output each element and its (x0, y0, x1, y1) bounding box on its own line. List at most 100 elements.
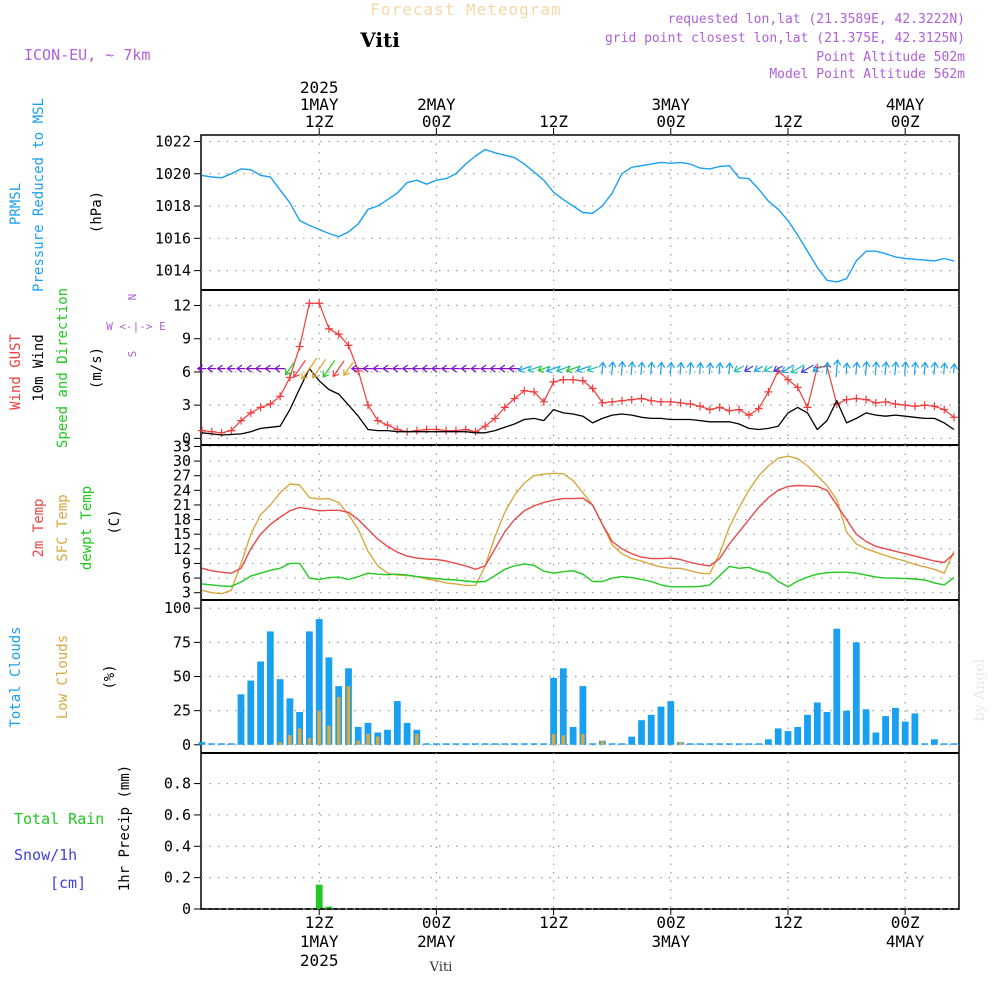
wind-direction-arrow (285, 362, 295, 376)
wind-direction-arrow (733, 365, 745, 373)
gust-marker (549, 377, 558, 386)
low-cloud-bar (297, 728, 302, 745)
wind-direction-arrow (421, 364, 431, 373)
sfc-temp-line (201, 455, 955, 595)
total-cloud-bar (227, 743, 235, 745)
total-cloud-bar (911, 713, 919, 745)
snow-unit-label: [cm] (50, 874, 86, 892)
temp-ytick-label: 12 (173, 540, 191, 558)
wind-direction-arrow (812, 365, 822, 373)
gust-marker (539, 397, 548, 406)
gust-marker (715, 403, 724, 412)
low-cloud-bar (337, 697, 341, 745)
wind-direction-arrow (842, 361, 851, 375)
gust-marker (344, 341, 353, 350)
top-time-label: 4MAY (886, 95, 925, 114)
gust-marker (305, 299, 314, 308)
low-cloud-bar (561, 735, 566, 745)
wind-direction-arrow (206, 364, 216, 373)
precip-ytick-label: 0.2 (164, 869, 191, 887)
wind-direction-arrow (627, 360, 636, 376)
bottom-time-label: 12Z (774, 913, 803, 932)
precip-ytick-label: 0.4 (164, 837, 191, 855)
wind-direction-arrow (470, 364, 480, 373)
temp-dew-label: dewpt Temp (79, 486, 95, 570)
point-altitude: Point Altitude 502m (816, 50, 965, 65)
gust-marker (227, 426, 236, 435)
total-cloud-bar (218, 743, 225, 745)
wind-direction-arrow (411, 364, 422, 373)
wind-direction-arrow (940, 361, 949, 375)
pressure-ytick-label: 1022 (155, 132, 191, 150)
total-cloud-bar (804, 714, 811, 745)
pressure-ytick-label: 1018 (155, 197, 191, 215)
low-cloud-bar (581, 733, 585, 745)
low-cloud-bar (678, 742, 683, 745)
gust-marker (910, 402, 919, 411)
wind-direction-arrow (753, 365, 764, 373)
wind-direction-arrow (657, 361, 666, 375)
top-time-label: 12Z (774, 112, 803, 131)
gust-marker (324, 324, 333, 333)
total-cloud-bar (726, 743, 733, 745)
gust-marker (598, 398, 607, 407)
total-cloud-bar (442, 743, 450, 745)
wind-direction-arrow (537, 365, 550, 373)
gust-marker (364, 401, 373, 410)
model-label: ICON-EU, ~ 7km (24, 46, 150, 64)
top-time-label: 00Z (891, 112, 920, 131)
wind-side-labels: Wind GUST 10m Wind Speed and Direction (… (8, 288, 166, 448)
wind-gust-label: Wind GUST (8, 334, 24, 410)
gust-marker (481, 422, 490, 431)
gust-marker (764, 387, 773, 396)
total-cloud-bar (608, 743, 616, 745)
compass-we: W <-|-> E (106, 320, 166, 333)
wind-direction-arrow (527, 365, 541, 373)
gust-marker (725, 406, 734, 415)
temp-sfc-label: SFC Temp (55, 494, 71, 561)
temp-ytick-label: 30 (173, 452, 191, 470)
total-cloud-bar (501, 743, 509, 745)
wind-direction-arrow (763, 365, 773, 373)
gust-marker (930, 402, 939, 411)
wind-direction-arrow (555, 365, 571, 374)
low-cloud-bar (600, 740, 605, 745)
wind-direction-arrow (790, 364, 805, 374)
gust-marker (676, 398, 685, 407)
low-cloud-bar (356, 740, 360, 745)
wind-direction-arrow (666, 361, 675, 375)
pressure-msl-label: Pressure Reduced to MSL (31, 98, 47, 292)
wind-direction-arrow (372, 364, 383, 373)
total-cloud-bar (735, 743, 743, 745)
wind-direction-arrow (676, 361, 685, 375)
low-cloud-bar (278, 742, 282, 745)
total-cloud-bar (657, 706, 665, 745)
wind-direction-arrow (618, 360, 627, 376)
low-cloud-bar (551, 733, 556, 745)
wind-direction-arrow (440, 364, 451, 373)
gust-marker (451, 426, 460, 435)
wind-direction-arrow (301, 357, 318, 381)
total-cloud-bar (286, 698, 294, 745)
total-rain-label: Total Rain (14, 810, 104, 828)
wind-direction-arrow (637, 361, 646, 375)
prmsl-line (201, 148, 955, 283)
total-cloud-bar (315, 619, 323, 745)
gust-marker (686, 400, 695, 409)
total-cloud-bar (784, 731, 792, 745)
total-cloud-bar (696, 743, 704, 745)
wind-direction-arrow (800, 364, 814, 374)
wind-speed-dir-label: Speed and Direction (55, 288, 71, 448)
bottom-time-label: 12Z (305, 913, 334, 932)
top-time-label: 1MAY (300, 95, 339, 114)
top-time-label: 2025 (300, 78, 339, 97)
gust-marker (334, 330, 343, 339)
total-cloud-bar (198, 742, 206, 745)
total-cloud-bar (921, 743, 929, 745)
total-cloud-bar (716, 743, 723, 745)
pressure-panel: 1014 1016 1018 1020 1022 (155, 132, 959, 290)
temp-2m-line (201, 484, 955, 574)
gust-marker (696, 402, 705, 411)
wind-direction-arrow (833, 358, 842, 378)
